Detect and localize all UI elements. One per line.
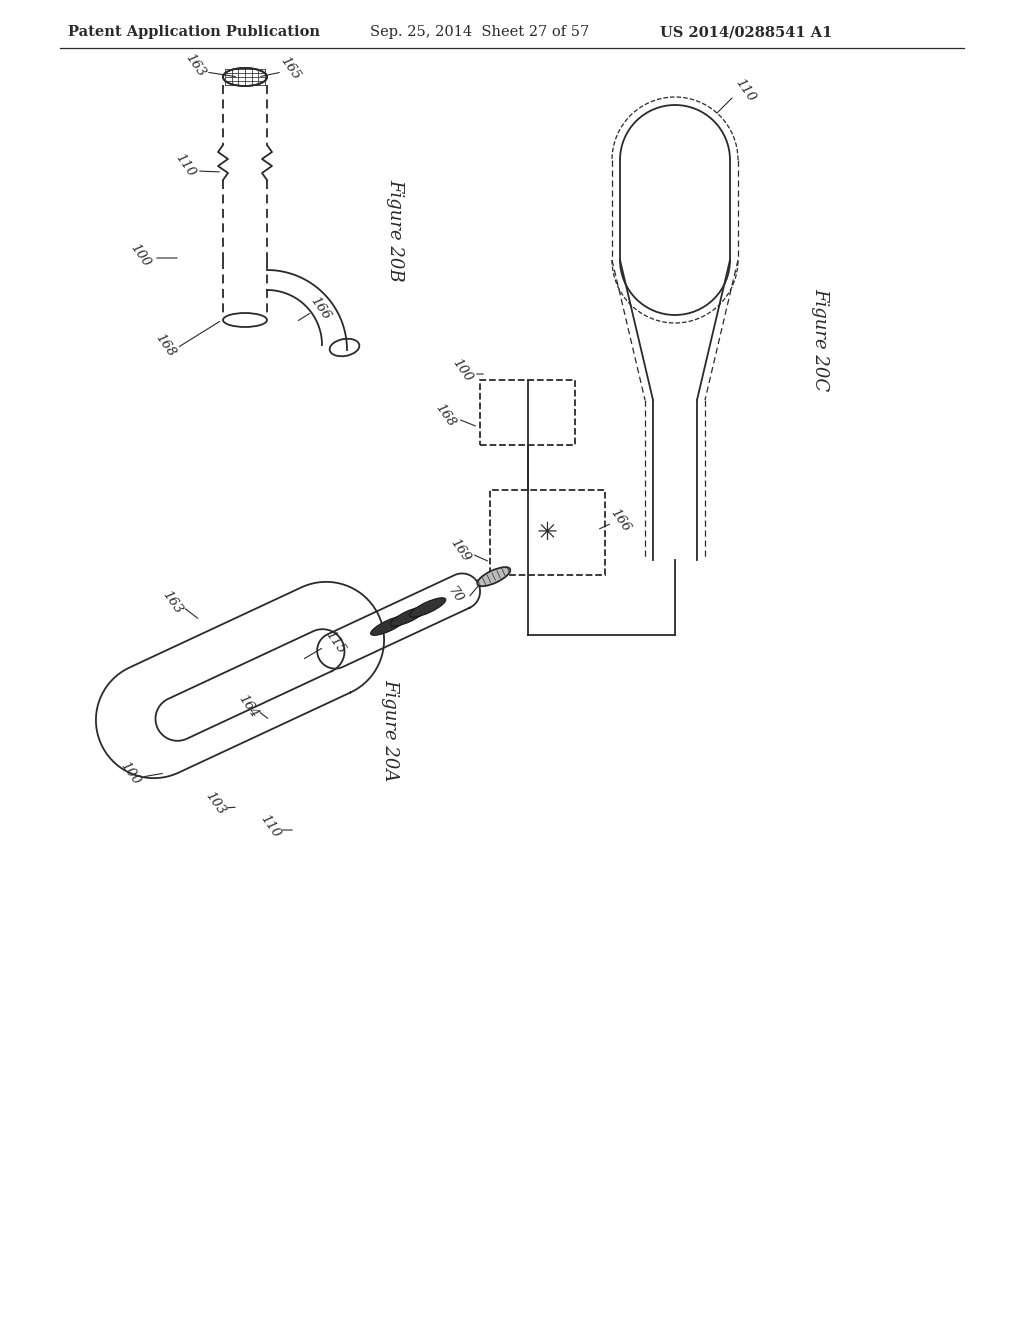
Text: 168: 168 bbox=[432, 401, 458, 429]
Ellipse shape bbox=[410, 598, 445, 618]
Text: 100: 100 bbox=[127, 242, 153, 269]
Text: 163: 163 bbox=[160, 587, 184, 616]
Text: 110: 110 bbox=[172, 150, 198, 180]
Ellipse shape bbox=[371, 616, 407, 635]
Text: 169: 169 bbox=[447, 536, 472, 564]
Text: US 2014/0288541 A1: US 2014/0288541 A1 bbox=[660, 25, 833, 40]
Text: Figure 20C: Figure 20C bbox=[811, 289, 829, 392]
Text: 166: 166 bbox=[607, 506, 633, 535]
Text: 103: 103 bbox=[203, 789, 227, 817]
Ellipse shape bbox=[390, 607, 426, 626]
Ellipse shape bbox=[477, 568, 510, 586]
Text: 115: 115 bbox=[323, 628, 347, 656]
Text: 165: 165 bbox=[278, 54, 302, 82]
Text: 164: 164 bbox=[236, 692, 260, 719]
Text: 163: 163 bbox=[182, 51, 208, 79]
Text: 100: 100 bbox=[450, 356, 474, 384]
Bar bbox=[480, 380, 575, 445]
Text: 100: 100 bbox=[118, 759, 142, 787]
Text: 166: 166 bbox=[307, 294, 333, 322]
Text: 70: 70 bbox=[444, 585, 465, 606]
Text: Figure 20B: Figure 20B bbox=[386, 178, 404, 281]
Text: 110: 110 bbox=[732, 77, 758, 104]
Text: ✳: ✳ bbox=[537, 520, 558, 544]
Bar bbox=[490, 490, 605, 576]
Text: Figure 20A: Figure 20A bbox=[381, 678, 399, 781]
Text: 110: 110 bbox=[257, 812, 283, 840]
Text: Sep. 25, 2014  Sheet 27 of 57: Sep. 25, 2014 Sheet 27 of 57 bbox=[370, 25, 589, 40]
Text: Patent Application Publication: Patent Application Publication bbox=[68, 25, 319, 40]
Text: 168: 168 bbox=[153, 331, 177, 359]
